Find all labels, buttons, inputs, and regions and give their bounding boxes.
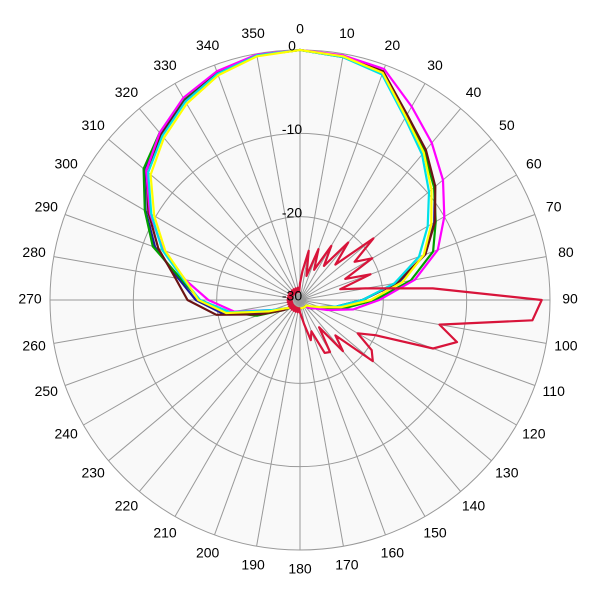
theta-tick-label: 280 [22,244,46,260]
theta-tick-label: 80 [558,244,574,260]
grid-spoke [83,174,301,301]
theta-tick-label: 180 [288,561,312,577]
grid-spoke [214,64,301,301]
theta-tick-label: 260 [22,338,46,354]
grid-spoke [214,299,301,536]
grid-spoke [108,138,301,301]
theta-tick-label: 150 [423,525,447,541]
grid-spoke [138,299,301,492]
grid-spoke [174,299,301,517]
theta-tick-label: 30 [427,57,443,73]
grid-spoke [299,256,547,301]
theta-tick-label: 0 [296,21,304,37]
series-line [286,237,543,363]
theta-tick-label: 20 [385,37,401,53]
grid-spoke [299,299,462,492]
theta-tick-label: 330 [153,57,177,73]
theta-tick-label: 340 [196,37,220,53]
r-tick-label: -30 [282,288,302,304]
theta-tick-label: 100 [554,338,578,354]
theta-tick-label: 90 [562,291,578,307]
grid-spoke [299,299,536,386]
grid-spoke [299,299,492,462]
grid-spoke [256,299,301,547]
theta-tick-label: 50 [499,117,515,133]
theta-tick-label: 10 [339,25,355,41]
theta-tick-label: 140 [462,498,486,514]
theta-tick-label: 170 [335,557,359,573]
grid-spoke [83,299,301,426]
grid-spoke [299,83,426,301]
theta-tick-label: 130 [495,464,519,480]
grid-spoke [64,214,301,301]
grid-spoke [299,299,344,547]
theta-tick-label: 210 [153,525,177,541]
theta-tick-label: 270 [18,291,42,307]
theta-tick-label: 310 [81,117,105,133]
grid-spoke [53,299,301,344]
grid-spoke [108,299,301,462]
theta-tick-label: 190 [241,557,265,573]
grid-spoke [299,108,462,301]
theta-tick-label: 350 [241,25,265,41]
theta-tick-label: 40 [466,84,482,100]
grid-spoke [299,299,426,517]
grid-spoke [299,138,492,301]
theta-tick-label: 320 [115,84,139,100]
grid-spoke [174,83,301,301]
grid-spoke [299,299,517,426]
theta-tick-label: 230 [81,464,105,480]
theta-tick-label: 160 [381,544,405,560]
grid-spoke [299,174,517,301]
grid-spoke [138,108,301,301]
theta-tick-label: 240 [54,426,78,442]
theta-tick-label: 70 [546,198,562,214]
theta-tick-label: 200 [196,544,220,560]
r-tick-label: -10 [282,121,302,137]
r-tick-label: -20 [282,204,302,220]
grid-spoke [299,299,386,536]
theta-tick-label: 300 [54,156,78,172]
theta-tick-label: 290 [35,198,59,214]
r-tick-label: 0 [288,38,296,54]
theta-tick-label: 60 [526,156,542,172]
theta-tick-label: 250 [35,383,59,399]
grid-spoke [256,53,301,301]
theta-tick-label: 220 [115,498,139,514]
theta-tick-label: 120 [522,426,546,442]
theta-tick-label: 110 [543,383,566,399]
